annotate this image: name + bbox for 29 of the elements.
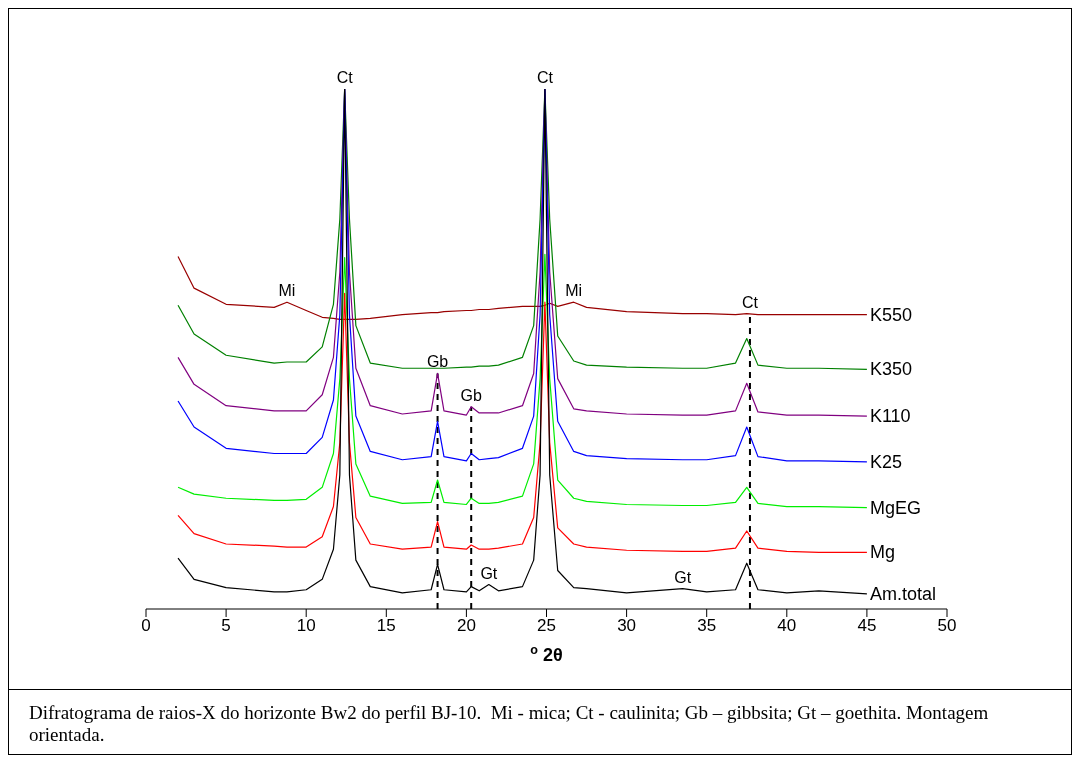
annotation: Gt	[674, 568, 692, 586]
annotation: Mi	[565, 282, 583, 300]
annotation: Gt	[480, 564, 498, 582]
text: Difratograma de raios-X do horizonte Bw2 do perfil BJ-10. Mi - mica; Ct - caulinita; Gb – gibbsita; Gt – goethita. Montagem orientada.	[9, 689, 1071, 754]
annotation: Gb	[426, 353, 449, 371]
series-label: Mg	[869, 542, 895, 563]
series-label: MgEG	[869, 497, 921, 518]
series-label: Am.total	[869, 583, 936, 604]
x-tick-label: 40	[777, 616, 797, 636]
series-label: K110	[869, 406, 911, 427]
x-tick-label: 5	[221, 616, 231, 636]
annotation: Ct	[741, 293, 759, 311]
x-tick-label: 15	[376, 616, 396, 636]
x-tick-label: 25	[537, 616, 556, 636]
annotation: Gb	[460, 386, 482, 404]
x-tick-label: 20	[456, 616, 476, 636]
x-tick-label: 10	[296, 616, 316, 636]
series-label: K25	[869, 451, 902, 472]
x-tick-label: 50	[937, 616, 957, 636]
x-tick-label: 0	[141, 616, 151, 636]
x-tick-label: 30	[617, 616, 637, 636]
series-label: K350	[869, 359, 912, 380]
x-tick-label: 35	[697, 616, 717, 636]
annotation: Ct	[336, 69, 354, 86]
x-tick-label: 45	[857, 616, 877, 636]
x-axis-title: $^{o}$ 2θ	[530, 643, 563, 665]
series-label: K550	[869, 304, 912, 325]
annotation: Mi	[278, 282, 296, 300]
annotation: Ct	[536, 69, 554, 86]
